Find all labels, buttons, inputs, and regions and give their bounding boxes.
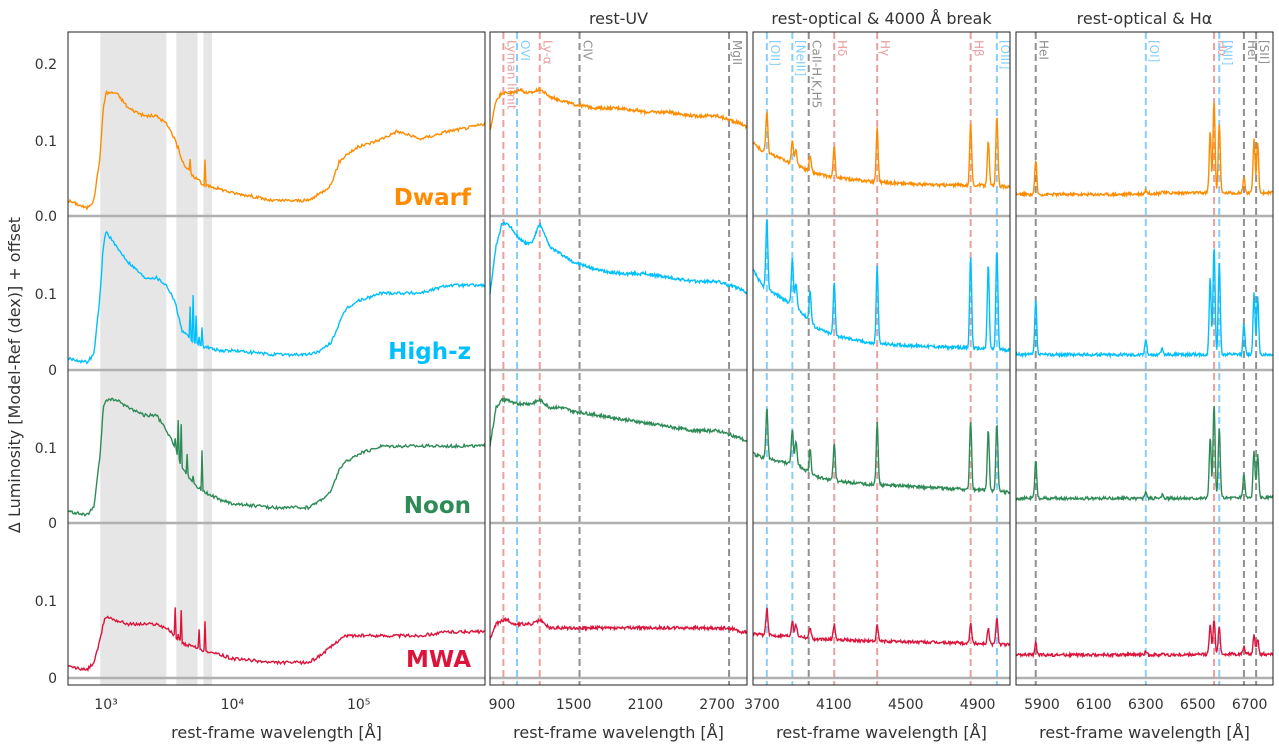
series-label: Dwarf [394,185,472,211]
series-label: High-z [388,339,471,365]
series-line-dwarf [489,86,748,131]
panel-title: rest-optical & Hα [1077,9,1213,28]
x-tick-label: 6700 [1232,697,1268,713]
series-line-mwa [67,607,486,672]
line-marker-label: [NeIII] [793,40,807,76]
series-line-mwa [752,607,1011,648]
y-tick-label: 0.1 [35,594,57,610]
line-marker-label: [NII] [1220,40,1234,65]
panel-background [1016,32,1273,685]
panel-frame [67,31,486,686]
x-tick-label: 6500 [1180,697,1216,713]
x-tick-label: 900 [489,697,516,713]
x-tick-label: 4500 [888,697,924,713]
panel-title: rest-UV [589,9,648,28]
x-tick-label: 3700 [744,697,780,713]
line-marker-label: Hγ [878,40,892,56]
series-line-noon [489,396,748,447]
y-axis-label: Δ Luminosity [Model-Ref (dex)] + offset [5,217,24,533]
y-tick-label: 0 [48,516,57,532]
series-line-high-z [752,219,1011,354]
line-marker-label: CIV [581,40,595,61]
shaded-region [176,32,198,685]
series-line-high-z [1015,248,1274,359]
shaded-region [100,32,167,685]
line-marker-label: Hδ [835,40,849,56]
x-tick-label: 4900 [960,697,996,713]
series-line-noon [67,397,486,517]
x-tick-label: 6100 [1076,697,1112,713]
line-marker-label: OVI [518,40,532,61]
y-tick-label: 0 [48,671,57,687]
x-tick-label: 6300 [1128,697,1164,713]
y-tick-label: 0 [48,363,57,379]
x-axis-label: rest-frame wavelength [Å] [513,723,724,742]
line-marker-label: [OI] [1147,40,1161,62]
y-tick-label: 0.1 [35,287,57,303]
x-tick-label: 10³ [94,697,117,713]
panel-frame [1015,31,1274,686]
x-axis-label: rest-frame wavelength [Å] [171,723,382,742]
panel-background [753,32,1010,685]
line-marker-label: Hβ [972,40,986,57]
line-marker-label: [SII] [1257,40,1271,64]
y-tick-label: 0.1 [35,441,57,457]
line-marker-label: CaII-H,K,H5 [810,40,824,108]
panel-2: rest-optical & 4000 Å break [OII] [NeIII] C… [744,9,1012,742]
panel-frame [489,31,748,686]
series-line-mwa [489,616,748,640]
series-label: MWA [406,647,471,673]
series-line-dwarf [1015,102,1274,199]
series-label: Noon [404,493,471,519]
x-tick-label: 2100 [628,697,664,713]
y-tick-label: 0.1 [35,134,57,150]
series-line-dwarf [752,110,1011,191]
panel-background [490,32,747,685]
series-line-mwa [1015,620,1274,659]
x-tick-label: 5900 [1024,697,1060,713]
x-tick-label: 1500 [556,697,592,713]
y-tick-label: 0.2 [35,57,57,73]
series-line-noon [752,408,1011,496]
series-line-high-z [489,221,748,295]
line-marker-label: [OIII] [998,40,1012,69]
line-marker-label: Ly-α [541,40,555,65]
x-axis-label: rest-frame wavelength [Å] [776,723,987,742]
line-marker-label: HeI [1037,40,1051,60]
series-line-dwarf [67,89,486,211]
x-axis-label: rest-frame wavelength [Å] [1039,723,1250,742]
series-line-high-z [67,230,486,365]
line-marker-label: [OII] [768,40,782,66]
x-tick-label: 4100 [816,697,852,713]
x-tick-label: 10⁵ [347,697,370,713]
x-tick-label: 10⁴ [221,697,245,713]
line-marker-label: MgII [730,40,744,65]
panel-title: rest-optical & 4000 Å break [771,9,992,28]
series-line-noon [1015,406,1274,503]
shaded-region [203,32,212,685]
panel-0: Dwarf High-z Noon MWA 10³ 10⁴ 10⁵ rest-frame wa… [67,31,486,742]
x-tick-label: 2700 [699,697,735,713]
panel-frame [752,31,1011,686]
y-tick-label: 0.0 [35,209,57,225]
